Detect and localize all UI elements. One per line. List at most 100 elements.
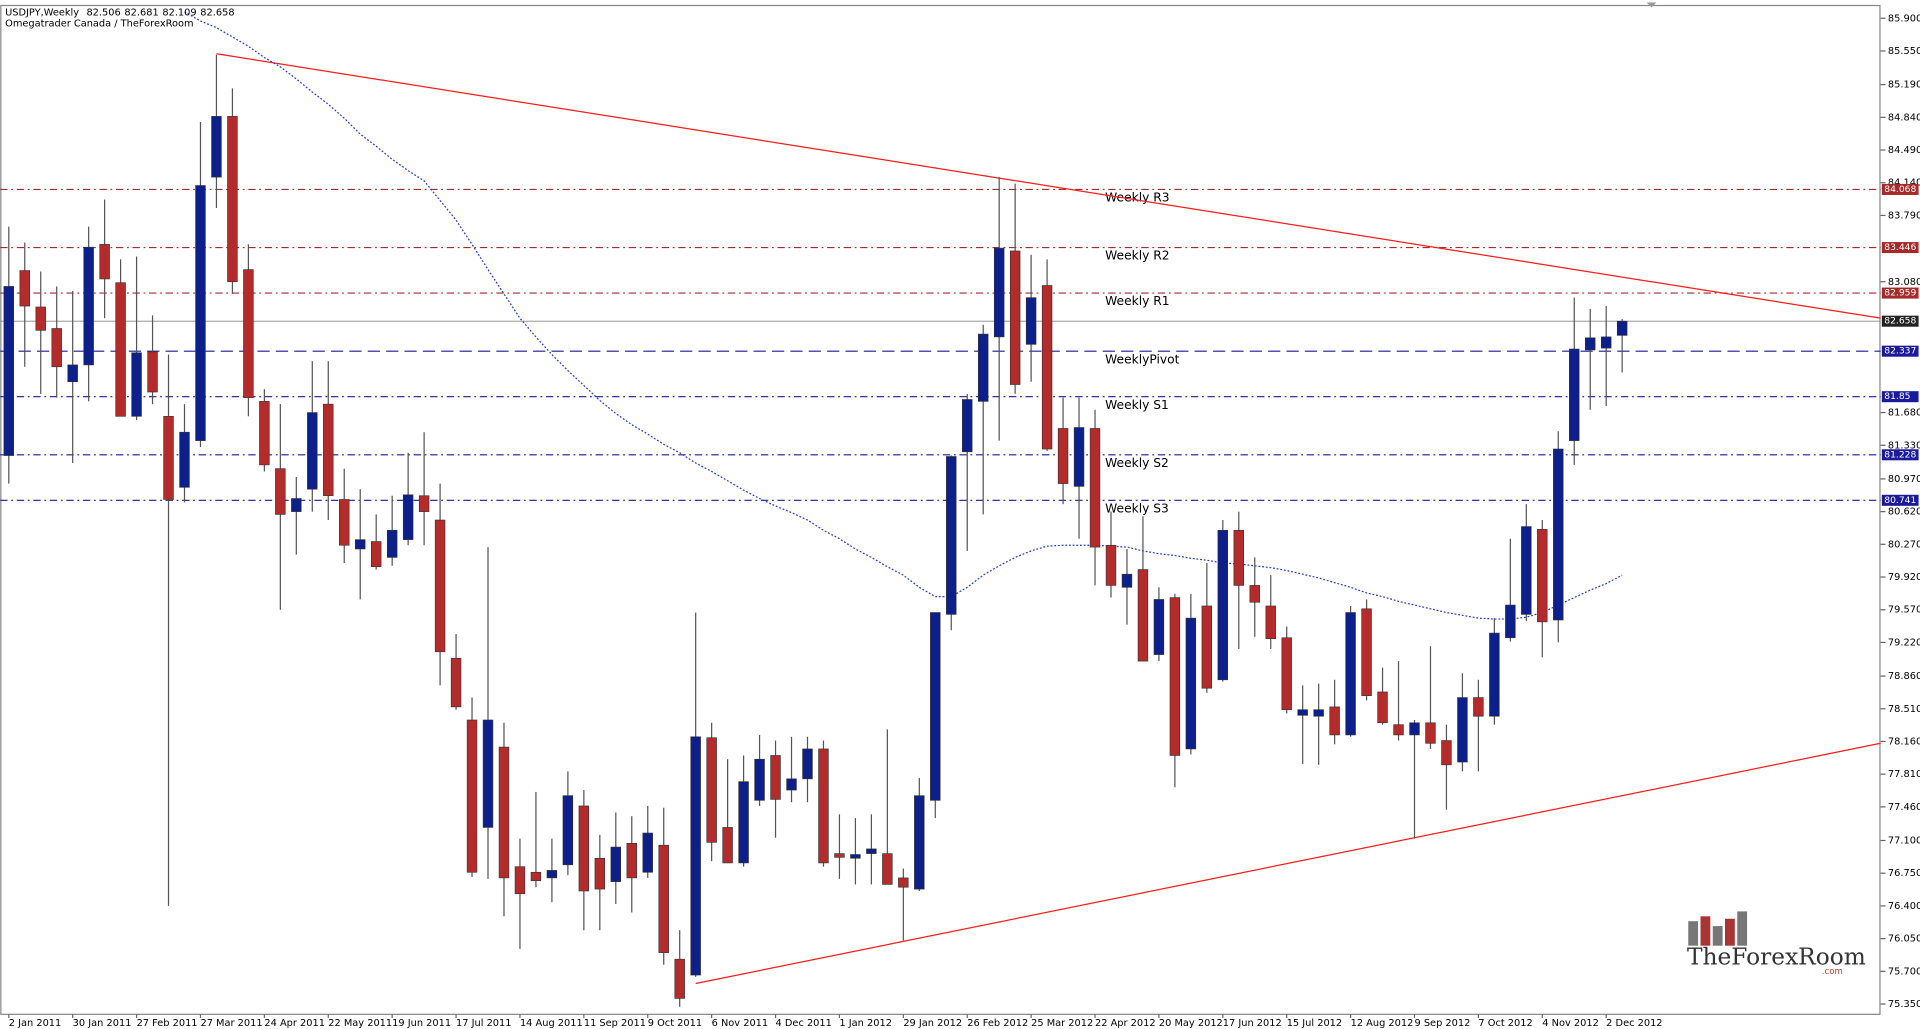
candle-body — [1377, 691, 1388, 724]
moving-average — [184, 11, 1623, 620]
source: Omegatrader Canada / TheForexRoom — [5, 18, 193, 29]
candle-body — [498, 746, 510, 879]
candle-body — [275, 468, 286, 515]
candle-body — [1345, 612, 1356, 736]
candle-body — [1009, 250, 1021, 385]
logo-bar — [1688, 921, 1699, 946]
level-label: Weekly R1 — [1105, 294, 1169, 308]
y-tick-label: 84.490 — [1888, 145, 1920, 156]
x-tick-label: 11 Sep 2011 — [584, 1018, 646, 1029]
candle-body — [914, 795, 925, 890]
logo-name: TheForexRoom — [1687, 943, 1866, 970]
y-tick-label: 78.510 — [1888, 704, 1920, 715]
candle-body — [450, 658, 462, 708]
x-tick-label: 24 Apr 2011 — [264, 1018, 325, 1029]
level-box-label: 81.85 — [1884, 391, 1910, 402]
candle-body — [642, 832, 653, 873]
candle-body — [1281, 637, 1292, 711]
y-tick-label: 80.970 — [1888, 474, 1920, 485]
candle-body — [35, 306, 46, 331]
level-label: Weekly S3 — [1105, 501, 1169, 515]
candle-body — [1585, 337, 1596, 351]
y-tick-label: 77.460 — [1888, 802, 1920, 813]
x-tick-label: 20 May 2012 — [1159, 1018, 1223, 1029]
x-tick-label: 9 Sep 2012 — [1414, 1018, 1470, 1029]
candle-body — [1361, 608, 1372, 696]
logo-bar — [1700, 916, 1711, 946]
candle-body — [355, 539, 366, 550]
candle-body — [1473, 697, 1484, 717]
current-price-box — [1881, 315, 1919, 327]
candle-body — [1537, 529, 1548, 623]
candle-body — [770, 755, 781, 800]
y-tick-label: 81.330 — [1888, 440, 1920, 451]
level-label: Weekly R3 — [1105, 191, 1169, 205]
candle-body — [898, 877, 909, 888]
candle-body — [1600, 336, 1612, 349]
candle-body — [1425, 722, 1436, 744]
candle-body — [514, 866, 526, 895]
plot-frame — [0, 4, 1881, 1015]
y-tick-label: 77.810 — [1888, 769, 1920, 780]
logo-domain: .com — [1822, 967, 1843, 977]
y-tick-label: 80.620 — [1888, 507, 1920, 518]
candle-body — [3, 286, 14, 456]
x-tick-label: 27 Feb 2011 — [137, 1018, 198, 1029]
candle-body — [610, 846, 622, 882]
candle-body — [466, 719, 478, 873]
candle-body — [1057, 428, 1069, 484]
candle-body — [962, 399, 973, 453]
candle-body — [211, 116, 222, 178]
candle-body — [1505, 604, 1516, 639]
x-tick-label: 30 Jan 2011 — [73, 1018, 132, 1029]
candle-body — [1025, 297, 1037, 345]
level-box-label: 84.068 — [1884, 184, 1916, 195]
candle-body — [1553, 448, 1564, 621]
y-tick-label: 78.860 — [1888, 671, 1920, 682]
candle-body — [482, 719, 494, 828]
level-box-label: 82.959 — [1884, 288, 1916, 299]
candle-body — [834, 853, 845, 858]
candle-body — [546, 870, 558, 879]
candle-body — [115, 282, 126, 417]
candle-body — [1169, 597, 1181, 756]
y-tick-label: 76.750 — [1888, 868, 1920, 879]
level-label: WeeklyPivot — [1105, 352, 1179, 366]
y-tick-label: 84.140 — [1888, 178, 1920, 189]
candle-body — [578, 805, 590, 892]
candle-body — [1616, 320, 1628, 336]
y-tick-label: 84.840 — [1888, 112, 1920, 123]
candle-body — [882, 853, 893, 885]
level-box — [1881, 345, 1919, 357]
x-tick-label: 14 Aug 2011 — [520, 1018, 583, 1029]
candle-body — [1217, 529, 1229, 681]
x-tick-label: 29 Jan 2012 — [903, 1018, 962, 1029]
level-box-label: 82.337 — [1884, 346, 1916, 357]
y-tick-label: 78.160 — [1888, 736, 1920, 747]
candle-body — [594, 857, 606, 890]
candle-body — [1409, 722, 1420, 736]
trendline — [695, 742, 1881, 985]
x-tick-label: 27 Mar 2011 — [200, 1018, 262, 1029]
candle-body — [1153, 599, 1165, 655]
candle-body — [706, 737, 717, 843]
x-tick-label: 4 Nov 2012 — [1542, 1018, 1599, 1029]
candle-body — [658, 844, 669, 953]
candle-body — [1041, 285, 1053, 450]
level-box — [1881, 494, 1919, 506]
trendline — [216, 53, 1881, 319]
plot-layer: 85.900 85.550 85.190 84.840 84.490 84.140 83.7… — [0, 11, 1920, 1029]
logo: TheForexRoom .com — [1687, 911, 1866, 977]
x-tick-label: 26 Feb 2012 — [967, 1018, 1028, 1029]
candle-body — [1233, 529, 1244, 586]
candle-body — [195, 185, 206, 441]
candle-body — [754, 758, 765, 801]
y-tick-label: 79.570 — [1888, 605, 1920, 616]
x-tick-label: 22 Apr 2012 — [1095, 1018, 1156, 1029]
level-box-label: 81.228 — [1884, 449, 1916, 460]
candle-body — [1137, 569, 1149, 662]
level-box — [1881, 391, 1919, 403]
ohlc-low: 82.109 — [162, 7, 196, 18]
candle-body — [307, 412, 318, 490]
